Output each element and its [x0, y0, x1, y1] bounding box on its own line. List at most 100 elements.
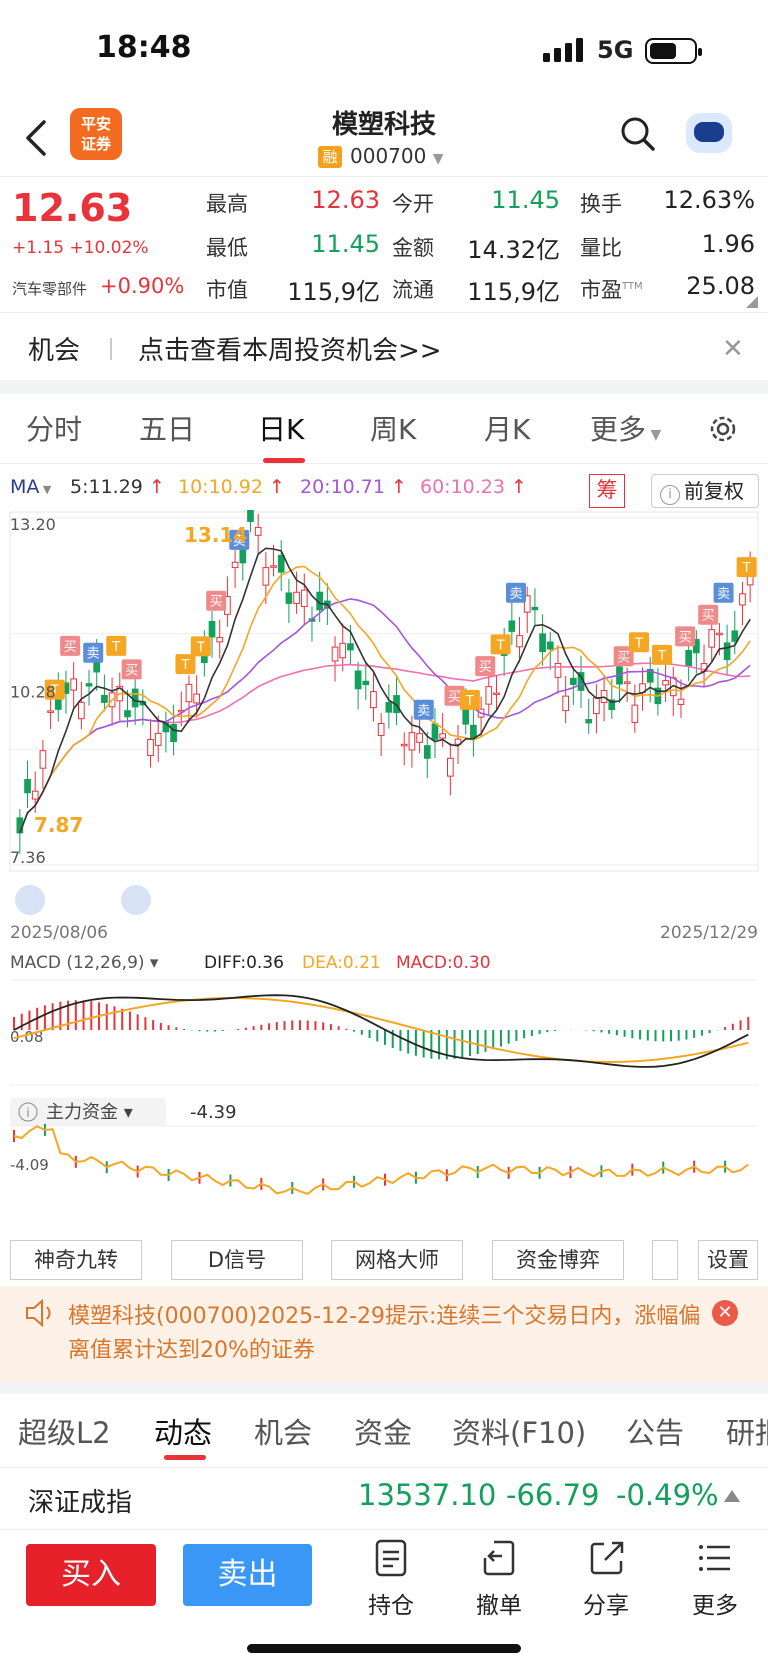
- broker-logo: 平安 证券: [70, 108, 122, 160]
- candle-body: [677, 698, 685, 705]
- position-icon[interactable]: [372, 1538, 410, 1578]
- candle-body: [31, 790, 39, 800]
- tab-more[interactable]: 更多 ▼: [590, 413, 662, 446]
- share-label[interactable]: 分享: [583, 1593, 629, 1619]
- tab-announcement[interactable]: 公告: [626, 1416, 685, 1450]
- candle-body: [570, 677, 577, 685]
- signal-tag: [175, 654, 196, 675]
- fund-line: [13, 1125, 749, 1196]
- candle-body: [131, 688, 139, 708]
- quote-value: 12.63: [311, 186, 380, 214]
- ma-selector[interactable]: MA ▼: [10, 476, 52, 498]
- tab-monthly-k[interactable]: 月K: [484, 413, 531, 446]
- index-pct: -0.49%: [616, 1478, 719, 1512]
- signal-tag-label: 卖: [233, 534, 246, 549]
- fund-flow-chart[interactable]: i 主力资金 ▾ -4.39 -4.09: [0, 1096, 768, 1236]
- back-icon[interactable]: [22, 118, 52, 158]
- signal-tag: [675, 626, 696, 647]
- quote-value: 115,9亿: [467, 278, 560, 306]
- tab-weekly-k[interactable]: 周K: [370, 413, 417, 446]
- close-icon[interactable]: ✕: [712, 1300, 738, 1326]
- candle-body: [347, 643, 354, 651]
- tab-intraday[interactable]: 分时: [26, 413, 83, 446]
- quote-value: 11.45: [491, 186, 560, 214]
- candle-body: [377, 722, 385, 736]
- signal-tag: [413, 699, 434, 720]
- tab-funds[interactable]: 资金: [354, 1416, 413, 1450]
- signal-tag: [60, 635, 81, 656]
- candle-body: [516, 635, 523, 648]
- tab-news[interactable]: 动态: [154, 1416, 213, 1450]
- tool-settings-button[interactable]: 设置: [698, 1240, 758, 1280]
- stock-code[interactable]: 000700 ▼: [350, 144, 444, 168]
- index-ticker[interactable]: [0, 1468, 768, 1530]
- candle-body: [193, 693, 200, 704]
- signal-tag-label: 买: [679, 630, 692, 645]
- signal-tag-label: T: [657, 649, 666, 664]
- share-icon[interactable]: [588, 1538, 626, 1578]
- assistant-robot-icon[interactable]: [686, 113, 732, 153]
- candle-body: [408, 732, 416, 751]
- candle-body: [270, 565, 277, 568]
- more-menu-icon[interactable]: [696, 1538, 734, 1578]
- tool-grid-master-button[interactable]: 网格大师: [331, 1240, 463, 1280]
- position-label[interactable]: 持仓: [368, 1593, 414, 1619]
- x-start-label: 2025/08/06: [10, 923, 108, 943]
- candle-body: [739, 593, 746, 606]
- tab-super-l2[interactable]: 超级L2: [18, 1416, 111, 1450]
- banner-text[interactable]: 点击查看本周投资机会>>: [138, 336, 442, 366]
- tool-extra-button[interactable]: [652, 1240, 678, 1280]
- search-icon[interactable]: [620, 116, 656, 152]
- chevron-up-icon[interactable]: [724, 1490, 740, 1502]
- alert-text[interactable]: 模塑科技(000700)2025-12-29提示:连续三个交易日内，涨幅偏离值累…: [68, 1304, 701, 1363]
- candle-body: [716, 632, 723, 636]
- candle-body: [85, 683, 93, 687]
- dea-line: [13, 997, 749, 1064]
- info-icon: i: [660, 485, 680, 505]
- adjust-mode-selector[interactable]: i 前复权: [651, 474, 759, 508]
- tab-daily-k[interactable]: 日K: [258, 413, 305, 446]
- sector-name[interactable]: 汽车零部件: [12, 280, 88, 298]
- quote-label: 换手: [580, 192, 622, 216]
- signal-tag-label: 买: [448, 690, 461, 705]
- candle-body: [623, 681, 631, 684]
- signal-tag-label: T: [50, 684, 59, 699]
- tab-f10[interactable]: 资料(F10): [452, 1416, 587, 1450]
- up-arrow-icon: ↑: [148, 476, 165, 498]
- signal-tag: [506, 582, 526, 603]
- buy-button[interactable]: 买入: [26, 1544, 156, 1606]
- tab-opportunity[interactable]: 机会: [254, 1416, 313, 1450]
- sell-button[interactable]: 卖出: [183, 1544, 312, 1606]
- quote-value: 11.45: [311, 230, 380, 258]
- kline-chart[interactable]: T买卖T买TT买卖T卖买T买T卖买TT买买卖T13.2010.287.3613.…: [0, 510, 768, 950]
- current-price: 12.63: [12, 186, 133, 230]
- signal-tag: [106, 635, 127, 656]
- signal-tag-label: 卖: [417, 704, 430, 719]
- candle-body: [154, 732, 162, 746]
- settings-icon[interactable]: [706, 412, 740, 446]
- signal-tag: [490, 634, 511, 655]
- opportunity-banner[interactable]: [0, 312, 768, 380]
- signal-tag-label: T: [742, 561, 751, 576]
- more-label[interactable]: 更多: [692, 1593, 738, 1619]
- quote-value: 25.08: [686, 272, 755, 300]
- tab-five-day[interactable]: 五日: [139, 413, 196, 446]
- signal-tag: [459, 689, 480, 710]
- tool-fund-game-button[interactable]: 资金博弈: [492, 1240, 624, 1280]
- candle-body: [247, 510, 254, 522]
- quote-panel: [0, 176, 768, 312]
- candle-body: [546, 641, 554, 650]
- tool-nine-turn-button[interactable]: 神奇九转: [10, 1240, 142, 1280]
- candle-body: [554, 662, 562, 678]
- cancel-order-label[interactable]: 撤单: [476, 1593, 522, 1619]
- chip-distribution-button[interactable]: 筹: [589, 474, 625, 508]
- tab-research[interactable]: 研报: [726, 1416, 768, 1450]
- cancel-order-icon[interactable]: [480, 1538, 518, 1578]
- macd-chart[interactable]: MACD (12,26,9) ▾ DIFF:0.36 DEA:0.21 MACD:0.…: [0, 950, 768, 1100]
- candle-body: [170, 724, 177, 743]
- candle-body: [300, 589, 308, 608]
- close-icon[interactable]: ✕: [722, 334, 744, 364]
- signal-tag: [475, 656, 496, 677]
- tool-d-signal-button[interactable]: D信号: [171, 1240, 303, 1280]
- price-change: +1.15 +10.02%: [12, 238, 149, 258]
